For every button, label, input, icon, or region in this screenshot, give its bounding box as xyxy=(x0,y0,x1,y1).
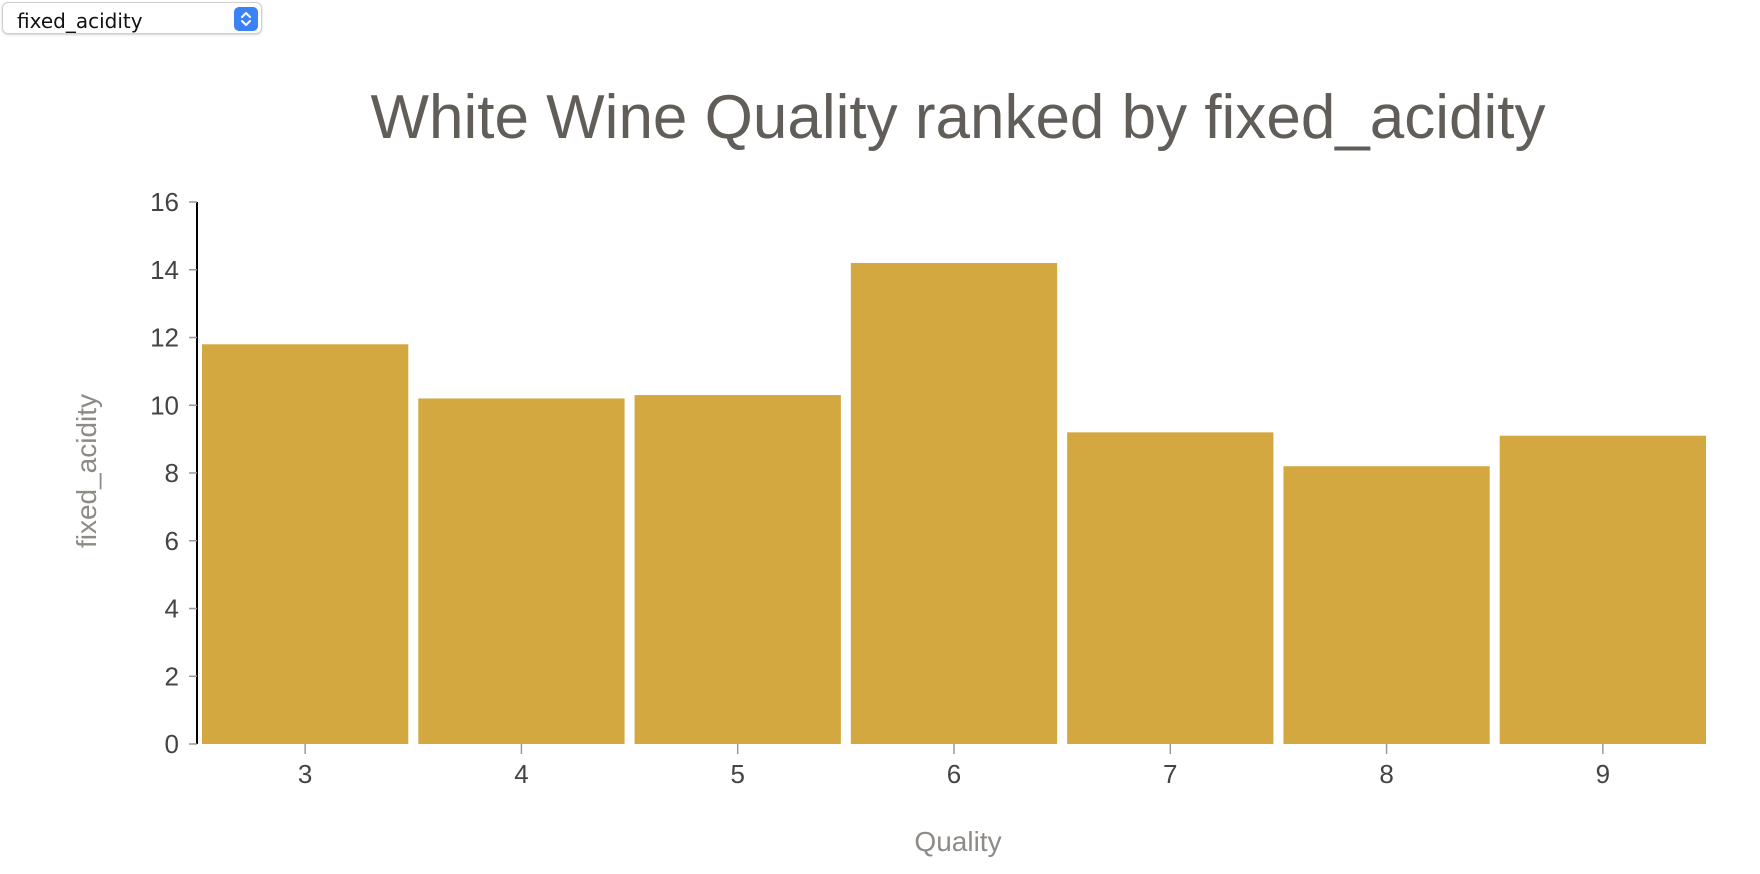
x-axis-label: Quality xyxy=(914,826,1001,857)
x-tick-label: 7 xyxy=(1163,759,1177,789)
x-tick-label: 9 xyxy=(1596,759,1610,789)
select-arrows-icon xyxy=(234,7,258,31)
x-tick-label: 8 xyxy=(1379,759,1393,789)
y-tick-label: 6 xyxy=(165,526,179,556)
chart-title: White Wine Quality ranked by fixed_acidi… xyxy=(370,83,1545,152)
y-tick-label: 16 xyxy=(150,187,179,217)
y-axis-label: fixed_acidity xyxy=(71,394,102,548)
bar-3 xyxy=(202,344,409,744)
bar-8 xyxy=(1283,466,1490,744)
variable-select[interactable]: fixed_acidity xyxy=(2,2,262,34)
bar-4 xyxy=(418,398,625,744)
x-axis: 3 4 5 6 7 8 9 xyxy=(298,744,1610,789)
y-tick-label: 2 xyxy=(165,661,179,691)
y-tick-label: 12 xyxy=(150,323,179,353)
x-tick-label: 4 xyxy=(514,759,528,789)
y-tick-label: 14 xyxy=(150,255,179,285)
y-tick-label: 4 xyxy=(165,594,179,624)
y-tick-label: 8 xyxy=(165,458,179,488)
x-tick-label: 3 xyxy=(298,759,312,789)
bar-6 xyxy=(850,262,1058,744)
bar-5 xyxy=(634,395,841,744)
y-axis: 0 2 4 6 8 10 12 14 16 xyxy=(150,187,198,759)
y-tick-label: 0 xyxy=(165,729,179,759)
bar-7 xyxy=(1067,432,1274,744)
x-tick-label: 5 xyxy=(730,759,744,789)
bar-9 xyxy=(1499,435,1706,744)
x-tick-label: 6 xyxy=(947,759,961,789)
y-tick-label: 10 xyxy=(150,390,179,420)
variable-select-value: fixed_acidity xyxy=(17,9,143,33)
bars-group xyxy=(202,262,1706,744)
